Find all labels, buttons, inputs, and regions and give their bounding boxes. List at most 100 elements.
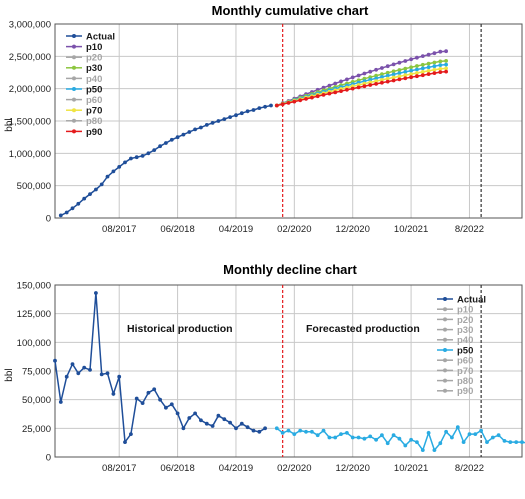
data-point-actual — [251, 428, 256, 433]
data-point-actual — [140, 154, 145, 158]
y-tick-label: 125,000 — [17, 309, 51, 320]
data-point-p90 — [339, 89, 343, 93]
data-point-p70 — [391, 75, 396, 80]
data-point-p30 — [420, 62, 425, 67]
legend-label: p80 — [86, 116, 102, 127]
data-point-actual — [158, 397, 163, 402]
y-tick-label: 75,000 — [22, 367, 51, 378]
data-point-p50 — [339, 432, 343, 436]
decline-chart: Monthly decline chart 0 25,000 50,000 75,000… — [4, 262, 525, 474]
data-point-actual — [204, 421, 209, 426]
data-point-p90 — [432, 71, 437, 75]
data-point-actual — [140, 401, 145, 405]
chart-title: Monthly decline chart — [223, 262, 357, 277]
data-point-actual — [234, 113, 238, 118]
data-point-p50 — [333, 435, 338, 440]
data-point-actual — [175, 411, 180, 416]
data-point-p50 — [321, 428, 326, 433]
data-point-actual — [269, 103, 273, 108]
legend-marker — [443, 368, 447, 373]
data-point-p30 — [432, 60, 437, 65]
data-point-p50 — [362, 436, 367, 441]
legend-marker — [443, 307, 447, 312]
data-point-p90 — [345, 87, 349, 92]
data-point-p50 — [286, 428, 291, 433]
y-tick-label: 2,000,000 — [9, 84, 51, 95]
data-point-p50 — [310, 429, 314, 434]
legend-marker — [443, 337, 447, 342]
data-point-actual — [134, 396, 139, 401]
data-point-p90 — [409, 75, 413, 80]
data-point-actual — [169, 402, 174, 407]
data-point-p70 — [374, 79, 378, 84]
data-point-p50 — [374, 437, 378, 442]
legend-marker — [72, 129, 76, 134]
data-point-p90 — [415, 74, 419, 79]
data-point-actual — [146, 390, 151, 395]
data-point-actual — [152, 148, 157, 153]
data-point-p50 — [444, 429, 448, 434]
data-point-actual — [251, 108, 256, 112]
data-point-p50 — [490, 435, 495, 440]
data-point-actual — [88, 368, 92, 372]
y-tick-label: 500,000 — [17, 181, 51, 192]
y-axis-label: bbl — [4, 368, 15, 381]
data-point-p90 — [362, 84, 367, 89]
data-point-p90 — [304, 97, 308, 101]
data-point-p90 — [385, 79, 390, 84]
data-point-p90 — [333, 90, 338, 95]
data-point-p50 — [485, 440, 489, 444]
data-point-p50 — [350, 435, 355, 440]
data-point-actual — [53, 358, 57, 363]
legend-label: p50 — [86, 84, 102, 95]
data-point-p10 — [356, 73, 361, 78]
legend-marker — [443, 327, 447, 332]
data-point-actual — [222, 417, 227, 422]
data-point-p10 — [444, 49, 448, 54]
data-point-actual — [123, 440, 127, 444]
data-point-actual — [228, 420, 233, 425]
data-point-p10 — [339, 79, 343, 84]
data-point-actual — [99, 182, 104, 187]
data-point-p90 — [327, 91, 332, 96]
data-point-actual — [76, 371, 81, 376]
data-point-p90 — [286, 101, 291, 105]
data-point-p50 — [356, 435, 361, 440]
legend-marker — [72, 44, 76, 49]
data-point-p10 — [397, 60, 402, 65]
y-tick-label: 1,000,000 — [9, 149, 51, 160]
data-point-p10 — [327, 83, 332, 88]
data-point-p50 — [391, 433, 396, 438]
data-point-p50 — [409, 437, 413, 442]
data-point-p50 — [432, 64, 437, 69]
data-point-p90 — [356, 85, 361, 90]
data-point-actual — [105, 371, 110, 376]
data-point-p50 — [461, 440, 466, 444]
data-point-actual — [187, 130, 192, 134]
data-point-p50 — [520, 440, 524, 444]
data-point-actual — [245, 109, 250, 114]
legend-marker — [72, 65, 76, 70]
data-point-actual — [181, 132, 186, 137]
data-point-p50 — [380, 75, 384, 79]
data-point-p30 — [444, 59, 448, 63]
data-point-p70 — [403, 73, 408, 78]
data-point-p90 — [444, 69, 448, 74]
x-tick-label: 8/2022 — [455, 463, 484, 474]
data-point-p30 — [391, 69, 396, 74]
y-tick-label: 100,000 — [17, 338, 51, 349]
data-point-p10 — [321, 85, 326, 90]
data-point-p50 — [391, 72, 396, 77]
data-point-actual — [64, 374, 69, 379]
data-point-actual — [257, 106, 262, 110]
legend-label: p60 — [86, 95, 102, 106]
data-point-actual — [158, 144, 163, 149]
y-tick-label: 2,500,000 — [9, 52, 51, 63]
data-point-actual — [111, 392, 116, 396]
data-point-actual — [216, 119, 221, 123]
data-point-p90 — [310, 95, 314, 100]
legend-marker — [443, 378, 447, 383]
data-point-p50 — [496, 433, 501, 438]
x-tick-label: 04/2019 — [219, 463, 253, 474]
